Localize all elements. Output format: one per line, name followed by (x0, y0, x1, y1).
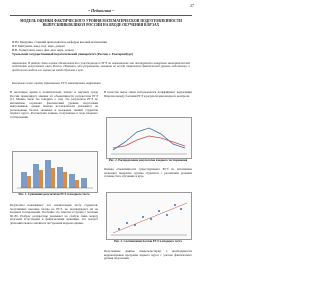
author: И.Р. Байгузина, канд. пед. наук, доцент (12, 44, 65, 48)
section-header: ~ Педагогика ~ (87, 9, 115, 13)
affiliation: Уральский государственный педагогический… (12, 52, 134, 56)
author: И.Ю. Бакурина, старший преподаватель каф… (12, 40, 108, 44)
keywords: Ключевые слова: оценка образования, ЕГЭ,… (12, 82, 102, 85)
figure-caption: Рис. 3. Соотношение баллов ЕГЭ и входног… (114, 240, 182, 243)
author: В.В. Хазиргалин, канд. физ.-мат. наук, д… (12, 48, 75, 52)
abstract: Аннотация. В работе дана оценка объектив… (12, 62, 190, 72)
header-rule (10, 15, 192, 16)
document: 27 ~ Педагогика ~ МОДЕЛЬ ОЦЕНКИ ФАКТИЧЕС… (10, 4, 194, 261)
body-text: В качестве меры связи использовался коэф… (104, 91, 192, 98)
authors: И.Ю. Бакурина, старший преподаватель каф… (12, 40, 190, 56)
figure (12, 151, 98, 193)
figure-caption: Рис. 1. Сравнение результатов ЕГЭ и вход… (18, 193, 90, 196)
figure (106, 192, 192, 240)
figure (106, 117, 192, 159)
body-text: Оценка объективности существующего ЕГЭ п… (104, 168, 192, 179)
body-text: Полученные данные свидетельствуют о необ… (104, 250, 192, 261)
figure-caption: Рис. 2. Распределение результатов входно… (108, 159, 188, 162)
title: МОДЕЛЬ ОЦЕНКИ ФАКТИЧЕСКОГО УРОВНЯ МАТЕМА… (20, 19, 182, 28)
body-text: В настоящее время в политической, бизнес… (10, 91, 98, 119)
page-number: 27 (190, 4, 194, 8)
body-text: Результаты показывают, что значительная … (10, 204, 98, 225)
